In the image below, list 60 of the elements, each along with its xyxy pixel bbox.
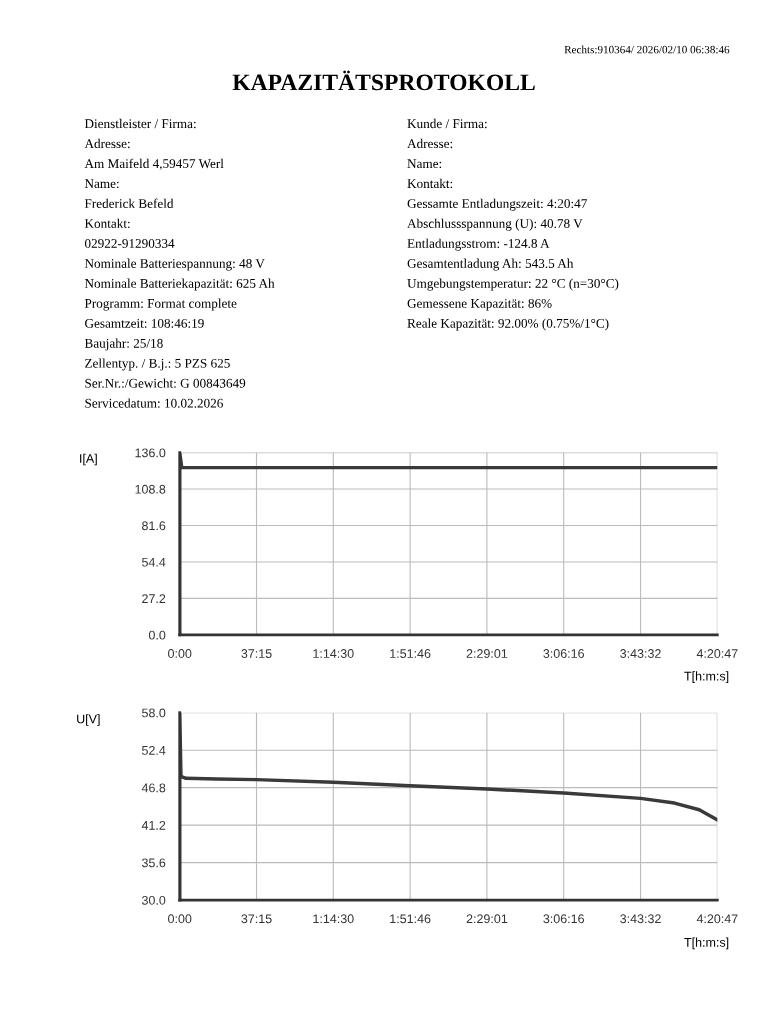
text: Zellentyp. / B.j.: 5 PZS 625 <box>85 358 230 371</box>
y-tick-label: 27.2 <box>142 594 166 603</box>
x-axis-title: T[h:m:s] <box>684 937 729 950</box>
y-tick-label: 58.0 <box>142 708 166 718</box>
text: Gesamtzeit: 108:46:19 <box>85 318 204 328</box>
text: Name: <box>84 179 119 189</box>
x-tick-label: 3:06:16 <box>543 914 584 924</box>
x-tick-label: 3:06:16 <box>543 649 584 658</box>
y-axis-title: I[A] <box>80 453 97 466</box>
text: Adresse: <box>84 138 130 149</box>
y-tick-label: 30.0 <box>141 895 166 905</box>
x-tick-label: 1:14:30 <box>313 649 354 658</box>
text: 02922-91290334 <box>84 239 175 248</box>
text: Baujahr: 25/18 <box>84 338 163 351</box>
text: Servicedatum: 10.02.2026 <box>85 398 223 408</box>
text: Kontakt: <box>407 178 453 189</box>
y-tick-label: 46.8 <box>141 783 166 793</box>
y-tick-label: 0.0 <box>148 630 166 640</box>
x-tick-label: 3:43:32 <box>620 914 661 924</box>
text: Frederick Befeld <box>84 198 174 208</box>
text: Abschlussspannung (U): 40.78 V <box>407 218 583 231</box>
x-axis-title: T[h:m:s] <box>684 671 729 683</box>
x-tick-label: 1:51:46 <box>390 649 431 658</box>
x-tick-label: 37:15 <box>241 914 272 924</box>
x-tick-label: 2:29:01 <box>466 649 508 658</box>
x-tick-label: 37:15 <box>241 649 272 658</box>
y-tick-label: 35.6 <box>141 858 166 868</box>
text: Programm: Format complete <box>84 298 237 311</box>
text: Umgebungstemperatur: 22 °C (n=30°C) <box>407 278 619 291</box>
x-tick-label: 0:00 <box>168 914 192 924</box>
text: Kontakt: <box>84 218 130 229</box>
x-tick-label: 2:29:01 <box>466 914 508 924</box>
y-tick-label: 81.6 <box>142 521 166 531</box>
text: Ser.Nr.:/Gewicht: G 00843649 <box>85 378 246 388</box>
text: Nominale Batteriekapazität: 625 Ah <box>84 278 275 291</box>
text: Gessamte Entladungszeit: 4:20:47 <box>407 198 587 211</box>
x-tick-label: 3:43:32 <box>620 649 661 658</box>
x-tick-label: 4:20:47 <box>696 914 738 924</box>
text: Adresse: <box>407 138 453 149</box>
x-tick-label: 0:00 <box>168 649 192 658</box>
y-tick-label: 108.8 <box>135 484 166 494</box>
y-tick-label: 54.4 <box>142 557 166 567</box>
y-tick-label: 136.0 <box>135 448 166 458</box>
x-tick-label: 1:51:46 <box>390 914 431 924</box>
text: Gemessene Kapazität: 86% <box>407 298 552 311</box>
chart-subtitle: Rechts:910364/ 2026/02/10 06:38:46 <box>564 45 730 54</box>
text: Dienstleister / Firma: <box>84 118 196 129</box>
text: Entladungsstrom: -124.8 A <box>407 238 550 251</box>
text: Am Maifeld 4,59457 Werl <box>84 158 224 170</box>
text: Reale Kapazität: 92.00% (0.75%/1°C) <box>407 318 609 331</box>
text: Name: <box>407 159 442 169</box>
chart-title: KAPAZITÄTSPROTOKOLL <box>232 70 535 91</box>
text: Nominale Batteriespannung: 48 V <box>84 258 265 271</box>
text: Kunde / Firma: <box>407 118 487 129</box>
y-tick-label: 52.4 <box>142 745 166 755</box>
x-tick-label: 4:20:47 <box>696 649 738 658</box>
text: Gesamtentladung Ah: 543.5 Ah <box>407 258 574 271</box>
y-axis-title: U[V] <box>77 714 100 726</box>
x-tick-label: 1:14:30 <box>313 914 354 924</box>
y-tick-label: 41.2 <box>141 820 166 830</box>
